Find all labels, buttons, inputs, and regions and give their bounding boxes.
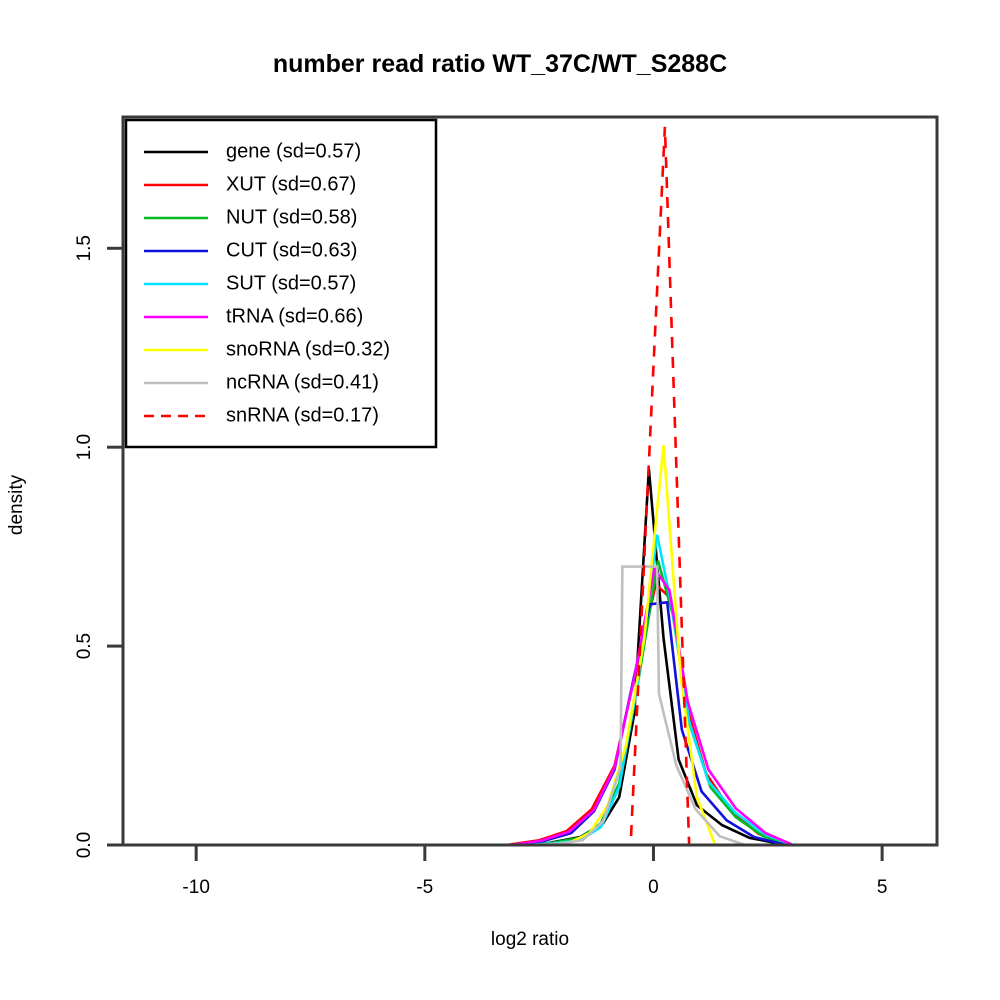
- y-tick-label: 1.5: [74, 235, 95, 261]
- plot-frame: [121, 115, 939, 847]
- y-axis-ticks-group: 0.0 0.5 1.0 1.5: [74, 235, 123, 858]
- y-tick-label: 0.0: [74, 832, 95, 858]
- legend-label-NUT: NUT (sd=0.58): [226, 206, 357, 228]
- series-line-CUT: [159, 600, 901, 847]
- series-line-snoRNA: [159, 445, 901, 847]
- legend-label-snoRNA: snoRNA (sd=0.32): [226, 338, 390, 360]
- series-line-XUT: [159, 581, 901, 847]
- series-line-gene: [159, 468, 901, 847]
- x-tick-label: 0: [648, 877, 659, 898]
- legend-label-XUT: XUT (sd=0.67): [226, 173, 356, 195]
- series-line-SUT: [159, 534, 901, 847]
- legend-label-ncRNA: ncRNA (sd=0.41): [226, 371, 379, 393]
- series-line-tRNA: [159, 565, 901, 847]
- legend-label-CUT: CUT (sd=0.63): [226, 239, 357, 261]
- x-axis-ticks-group: -10 -5 0 5: [182, 845, 887, 898]
- legend: gene (sd=0.57) XUT (sd=0.67) NUT (sd=0.58)…: [124, 118, 438, 449]
- legend-label-SUT: SUT (sd=0.57): [226, 272, 356, 294]
- x-axis-label: log2 ratio: [491, 929, 569, 950]
- y-tick-label: 1.0: [74, 434, 95, 460]
- legend-label-tRNA: tRNA (sd=0.66): [226, 305, 363, 327]
- x-tick-label: -10: [182, 877, 209, 898]
- series-line-NUT: [159, 560, 901, 847]
- chart-title: number read ratio WT_37C/WT_S288C: [273, 50, 727, 78]
- y-axis-label: density: [6, 474, 27, 535]
- x-tick-label: 5: [877, 877, 888, 898]
- y-tick-label: 0.5: [74, 633, 95, 659]
- legend-label-gene: gene (sd=0.57): [226, 140, 361, 162]
- legend-label-snRNA: snRNA (sd=0.17): [226, 404, 379, 426]
- series-line-ncRNA: [159, 565, 901, 847]
- x-tick-label: -5: [416, 877, 433, 898]
